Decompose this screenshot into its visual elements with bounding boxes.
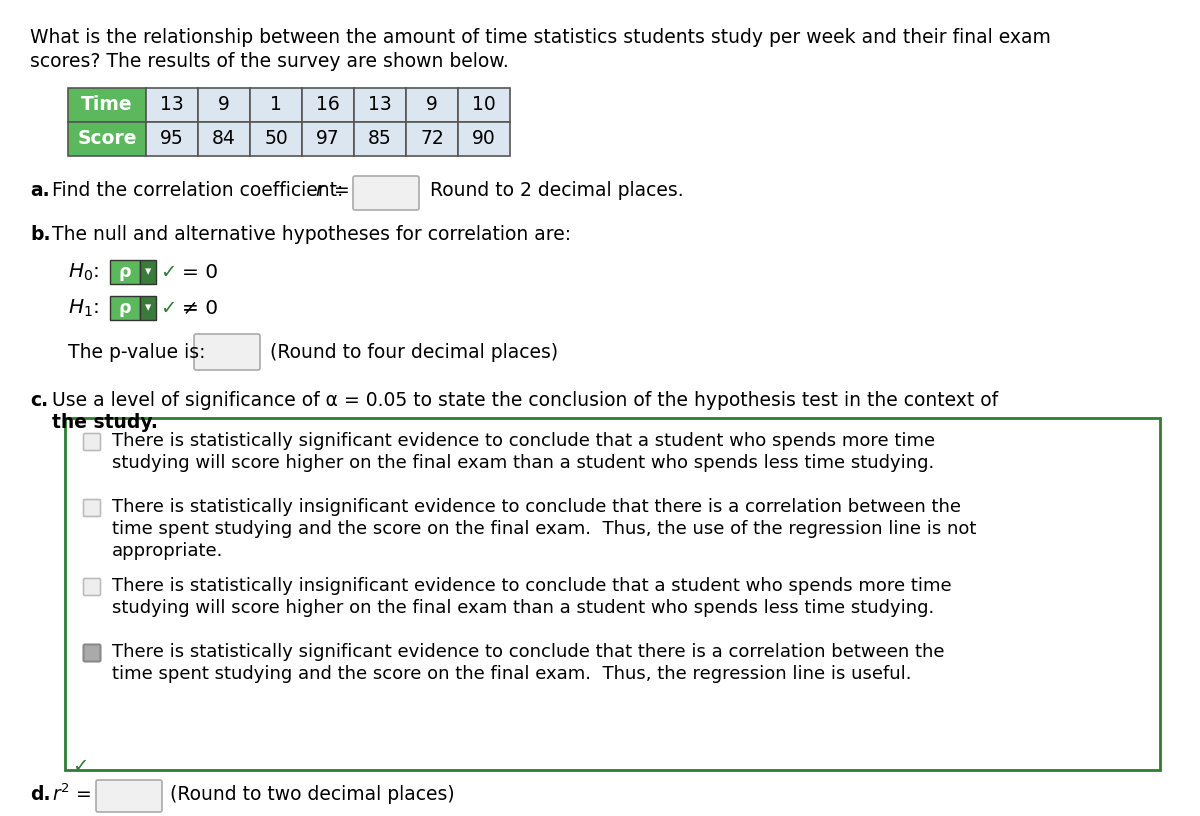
Text: time spent studying and the score on the final exam.  Thus, the regression line : time spent studying and the score on the…: [112, 665, 912, 683]
Bar: [250, 122, 302, 156]
Text: Round to 2 decimal places.: Round to 2 decimal places.: [430, 180, 684, 199]
Text: Score: Score: [77, 130, 137, 149]
Bar: [65, 418, 1160, 770]
Text: There is statistically significant evidence to conclude that there is a correlat: There is statistically significant evide…: [112, 643, 944, 661]
Bar: [146, 88, 198, 122]
Text: 85: 85: [368, 130, 392, 149]
Text: ✓: ✓: [72, 757, 89, 776]
Bar: [406, 122, 458, 156]
FancyBboxPatch shape: [194, 334, 260, 370]
Text: the study.: the study.: [52, 413, 158, 432]
Bar: [110, 296, 140, 320]
Text: (Round to two decimal places): (Round to two decimal places): [170, 784, 455, 804]
Text: ✓: ✓: [160, 299, 176, 317]
Text: c.: c.: [30, 391, 48, 410]
Text: a.: a.: [30, 180, 49, 199]
Text: The p-value is:: The p-value is:: [68, 343, 205, 361]
FancyBboxPatch shape: [84, 499, 101, 517]
FancyBboxPatch shape: [353, 176, 419, 210]
Text: Find the correlation coefficient:: Find the correlation coefficient:: [52, 180, 355, 199]
Text: scores? The results of the survey are shown below.: scores? The results of the survey are sh…: [30, 52, 509, 71]
Bar: [458, 122, 510, 156]
Text: ρ: ρ: [119, 263, 131, 281]
Bar: [354, 88, 406, 122]
Text: ▾: ▾: [145, 301, 151, 314]
Text: 72: 72: [420, 130, 444, 149]
Text: 1: 1: [270, 95, 282, 114]
Text: 9: 9: [218, 95, 230, 114]
Text: studying will score higher on the final exam than a student who spends less time: studying will score higher on the final …: [112, 454, 935, 472]
Text: 50: 50: [264, 130, 288, 149]
Text: Use a level of significance of α = 0.05 to state the conclusion of the hypothesi: Use a level of significance of α = 0.05 …: [52, 391, 998, 410]
Text: ρ: ρ: [119, 299, 131, 317]
Text: 97: 97: [316, 130, 340, 149]
Text: $H_1$:: $H_1$:: [68, 297, 100, 319]
Text: b.: b.: [30, 224, 50, 243]
Text: Time: Time: [82, 95, 133, 114]
Text: =: =: [328, 180, 349, 199]
Text: 9: 9: [426, 95, 438, 114]
Text: r: r: [314, 180, 323, 199]
Text: ≠ 0: ≠ 0: [182, 299, 218, 317]
Text: $H_0$:: $H_0$:: [68, 261, 100, 282]
Bar: [458, 88, 510, 122]
Text: The null and alternative hypotheses for correlation are:: The null and alternative hypotheses for …: [52, 224, 571, 243]
Bar: [68, 122, 146, 156]
Bar: [302, 122, 354, 156]
Bar: [68, 88, 146, 122]
Text: 13: 13: [160, 95, 184, 114]
Text: 13: 13: [368, 95, 392, 114]
Text: appropriate.: appropriate.: [112, 542, 223, 560]
Bar: [146, 122, 198, 156]
Text: 84: 84: [212, 130, 236, 149]
FancyBboxPatch shape: [84, 645, 101, 662]
Bar: [140, 260, 156, 284]
Text: studying will score higher on the final exam than a student who spends less time: studying will score higher on the final …: [112, 599, 935, 617]
Text: There is statistically insignificant evidence to conclude that a student who spe: There is statistically insignificant evi…: [112, 577, 952, 595]
Text: 16: 16: [316, 95, 340, 114]
Bar: [302, 88, 354, 122]
Bar: [355, 178, 418, 208]
Text: 90: 90: [472, 130, 496, 149]
FancyBboxPatch shape: [84, 433, 101, 450]
Text: 10: 10: [472, 95, 496, 114]
Bar: [198, 88, 250, 122]
Bar: [354, 122, 406, 156]
Text: There is statistically insignificant evidence to conclude that there is a correl: There is statistically insignificant evi…: [112, 498, 961, 516]
Text: time spent studying and the score on the final exam.  Thus, the use of the regre: time spent studying and the score on the…: [112, 520, 977, 538]
Text: ✓: ✓: [160, 263, 176, 282]
Text: (Round to four decimal places): (Round to four decimal places): [270, 343, 558, 361]
Text: $r^2$ =: $r^2$ =: [52, 783, 91, 805]
Text: What is the relationship between the amount of time statistics students study pe: What is the relationship between the amo…: [30, 28, 1051, 47]
Bar: [198, 122, 250, 156]
FancyBboxPatch shape: [84, 579, 101, 596]
FancyBboxPatch shape: [96, 780, 162, 812]
Text: ▾: ▾: [145, 265, 151, 278]
Bar: [110, 260, 140, 284]
Bar: [140, 296, 156, 320]
Bar: [406, 88, 458, 122]
Bar: [250, 88, 302, 122]
Text: d.: d.: [30, 784, 50, 804]
Text: 95: 95: [160, 130, 184, 149]
Text: There is statistically significant evidence to conclude that a student who spend: There is statistically significant evide…: [112, 432, 935, 450]
Text: = 0: = 0: [182, 263, 218, 282]
